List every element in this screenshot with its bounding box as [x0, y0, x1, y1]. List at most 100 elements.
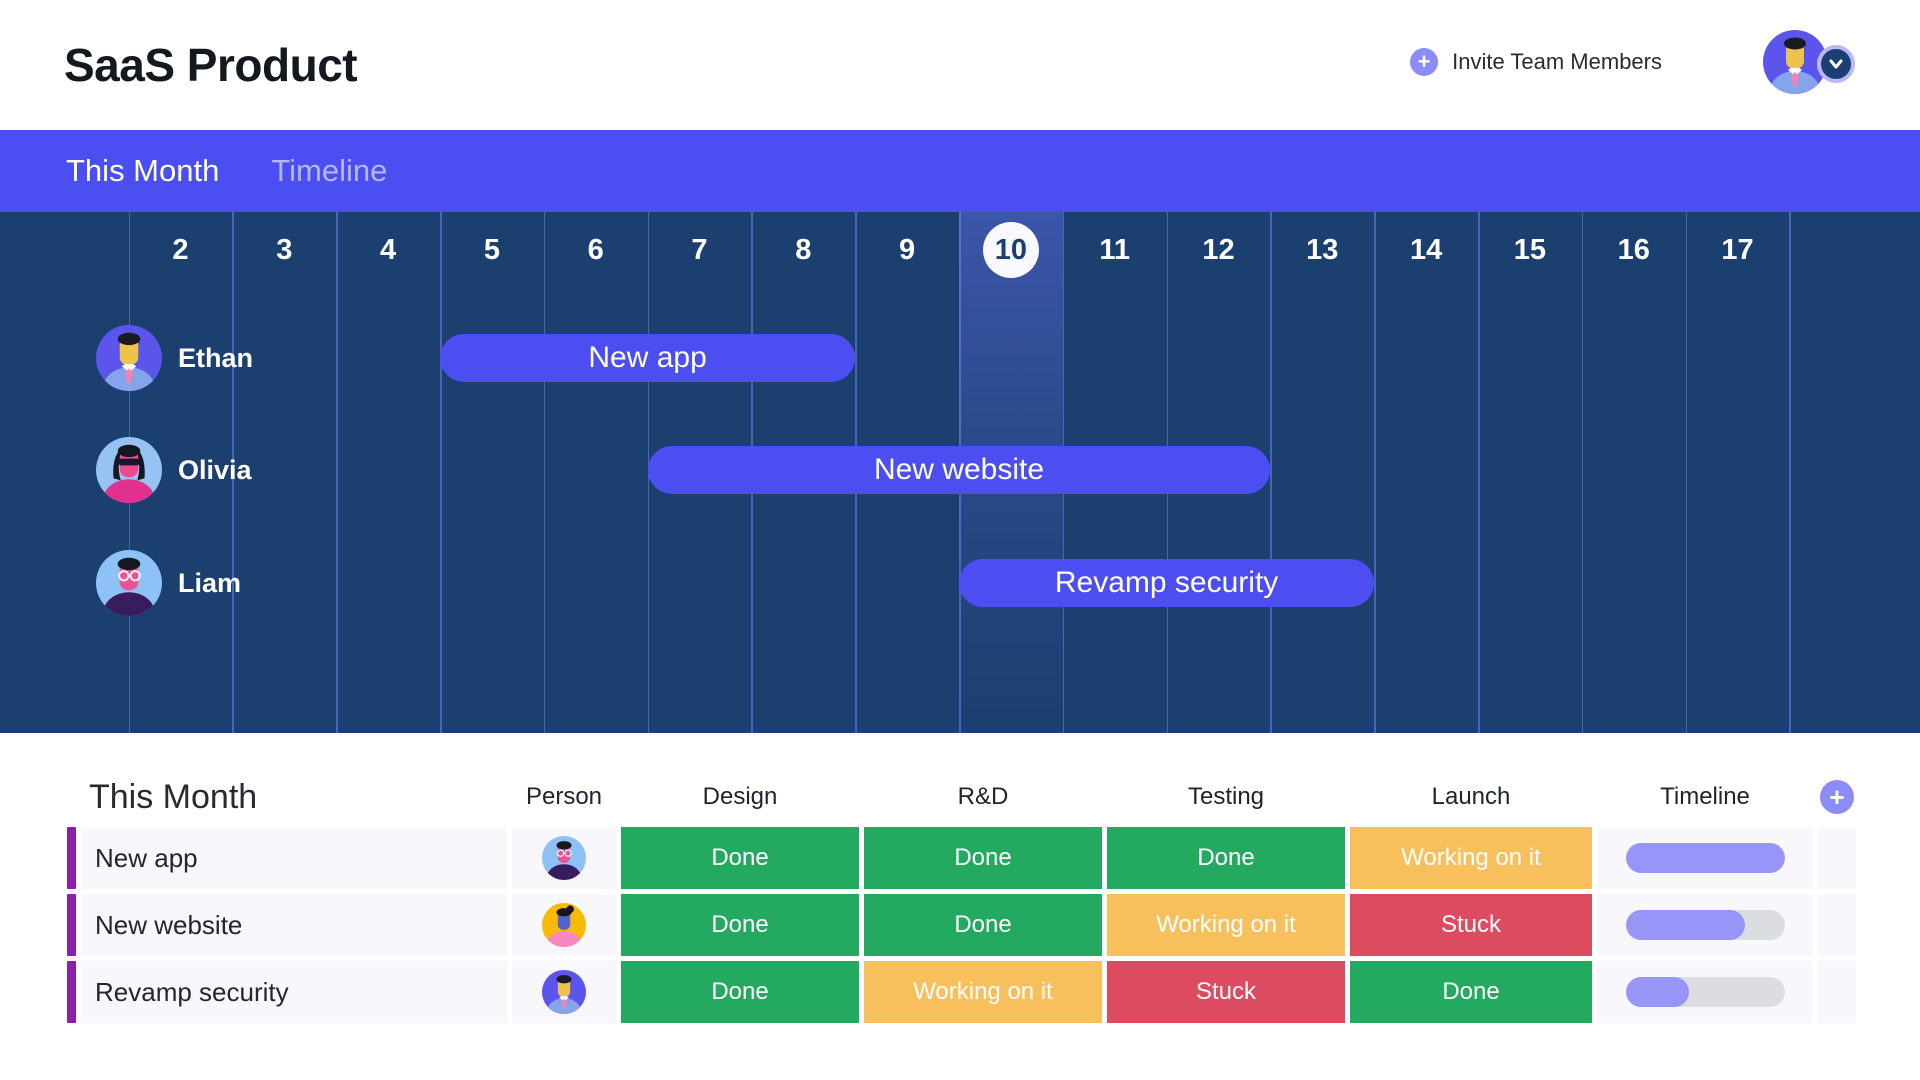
column-header-launch: Launch [1431, 783, 1511, 810]
grid-line [543, 212, 546, 733]
task-name[interactable]: New app [81, 827, 507, 889]
day-label-14: 14 [1409, 233, 1443, 266]
column-header-person: Person [525, 783, 603, 810]
grid-line [1478, 212, 1480, 733]
gantt-person-row: Ethan [0, 325, 253, 391]
grid-line [232, 212, 234, 733]
board-table-section: This Month Person Design R&D Testing Launch T… [0, 733, 1920, 1080]
day-label-9: 9 [899, 233, 916, 266]
timeline-progress-cell [1597, 894, 1813, 956]
task-name[interactable]: Revamp security [81, 961, 507, 1023]
timeline-progress-cell [1597, 961, 1813, 1023]
add-column-plus-icon[interactable]: + [1820, 780, 1854, 814]
timeline-progress-cell [1597, 827, 1813, 889]
person-avatar[interactable] [512, 961, 616, 1023]
row-accent-bar [67, 827, 76, 889]
status-cell[interactable]: Done [621, 894, 859, 956]
user-menu[interactable] [1763, 30, 1855, 94]
table-row: New website Done Done Working on it Stuck [67, 894, 1920, 956]
status-cell[interactable]: Stuck [1107, 961, 1345, 1023]
person-avatar[interactable] [512, 827, 616, 889]
table-header-row: This Month Person Design R&D Testing Launch T… [67, 767, 1920, 827]
day-label-8: 8 [795, 233, 812, 266]
status-cell[interactable]: Done [621, 961, 859, 1023]
day-label-17: 17 [1721, 233, 1754, 266]
day-label-15: 15 [1513, 233, 1547, 266]
grid-line [1789, 212, 1791, 733]
gantt-bar-new-website[interactable]: New website [647, 446, 1271, 494]
gantt-bar-revamp-security[interactable]: Revamp security [959, 559, 1375, 607]
row-accent-bar [67, 961, 76, 1023]
status-cell[interactable]: Done [1350, 961, 1592, 1023]
progress-track [1625, 977, 1785, 1007]
view-tabbar: This Month Timeline [0, 130, 1920, 212]
status-cell[interactable]: Stuck [1350, 894, 1592, 956]
column-header-timeline: Timeline [1660, 783, 1750, 810]
day-label-11: 11 [1099, 233, 1131, 266]
status-cell[interactable]: Working on it [1350, 827, 1592, 889]
day-label-4: 4 [380, 233, 397, 266]
status-cell[interactable]: Working on it [864, 961, 1102, 1023]
gantt-person-row: Liam [0, 550, 241, 616]
status-cell[interactable]: Done [1107, 827, 1345, 889]
page-title: SaaS Product [64, 39, 358, 91]
empty-cell [1818, 961, 1856, 1023]
day-label-3: 3 [276, 233, 293, 266]
empty-cell [1818, 827, 1856, 889]
status-cell[interactable]: Done [864, 827, 1102, 889]
status-cell[interactable]: Done [621, 827, 859, 889]
chevron-down-icon[interactable] [1817, 45, 1855, 83]
gantt-timeline: 2 3 4 5 6 7 8 9 10 11 12 13 14 15 16 17 Ethan New app Ol… [0, 212, 1920, 733]
table-row: New app Done Done Done Working on it [67, 827, 1920, 889]
day-label-13: 13 [1306, 233, 1339, 266]
today-marker [982, 222, 1039, 278]
empty-cell [1818, 894, 1856, 956]
grid-line [440, 212, 442, 733]
avatar[interactable] [1763, 30, 1827, 94]
row-accent-bar [67, 894, 76, 956]
progress-fill [1625, 977, 1690, 1007]
avatar-olivia[interactable] [96, 437, 162, 503]
day-label-5: 5 [483, 233, 500, 266]
status-cell[interactable]: Working on it [1107, 894, 1345, 956]
progress-fill [1625, 843, 1785, 873]
column-header-design: Design [702, 783, 778, 810]
day-label-7: 7 [691, 233, 708, 266]
day-label-12: 12 [1202, 233, 1235, 266]
avatar-ethan[interactable] [96, 325, 162, 391]
gantt-bar-new-app[interactable]: New app [440, 334, 856, 382]
table-title: This Month [89, 777, 258, 816]
add-column-cell: + [1818, 780, 1856, 814]
day-label-2: 2 [172, 233, 189, 266]
grid-line [1685, 212, 1688, 733]
table-row: Revamp security Done Working on it Stuck Do… [67, 961, 1920, 1023]
grid-line [1374, 212, 1376, 733]
person-name: Ethan [178, 342, 254, 373]
progress-track [1625, 843, 1785, 873]
plus-icon: + [1410, 48, 1439, 76]
task-name[interactable]: New website [81, 894, 507, 956]
tab-this-month[interactable]: This Month [66, 153, 220, 188]
grid-line [1270, 212, 1272, 733]
gantt-person-row: Olivia [0, 437, 252, 503]
column-header-rd: R&D [957, 783, 1009, 810]
day-label-16: 16 [1617, 233, 1650, 266]
status-cell[interactable]: Done [864, 894, 1102, 956]
day-label-6: 6 [587, 233, 604, 266]
progress-track [1625, 910, 1785, 940]
day-label-10: 10 [994, 233, 1028, 266]
person-name: Liam [178, 567, 242, 598]
person-avatar[interactable] [512, 894, 616, 956]
progress-fill [1625, 910, 1745, 940]
grid-line [1581, 212, 1584, 733]
top-header: SaaS Product + Invite Team Members [0, 0, 1920, 130]
column-header-testing: Testing [1187, 783, 1265, 810]
table-body: New app Done Done Done Working on it New web… [0, 827, 1920, 1023]
invite-label: Invite Team Members [1452, 49, 1662, 74]
grid-line [336, 212, 338, 733]
invite-team-members-button[interactable]: + Invite Team Members [1410, 48, 1662, 76]
avatar-liam[interactable] [96, 550, 162, 616]
person-name: Olivia [178, 454, 252, 485]
tab-timeline[interactable]: Timeline [271, 153, 388, 188]
